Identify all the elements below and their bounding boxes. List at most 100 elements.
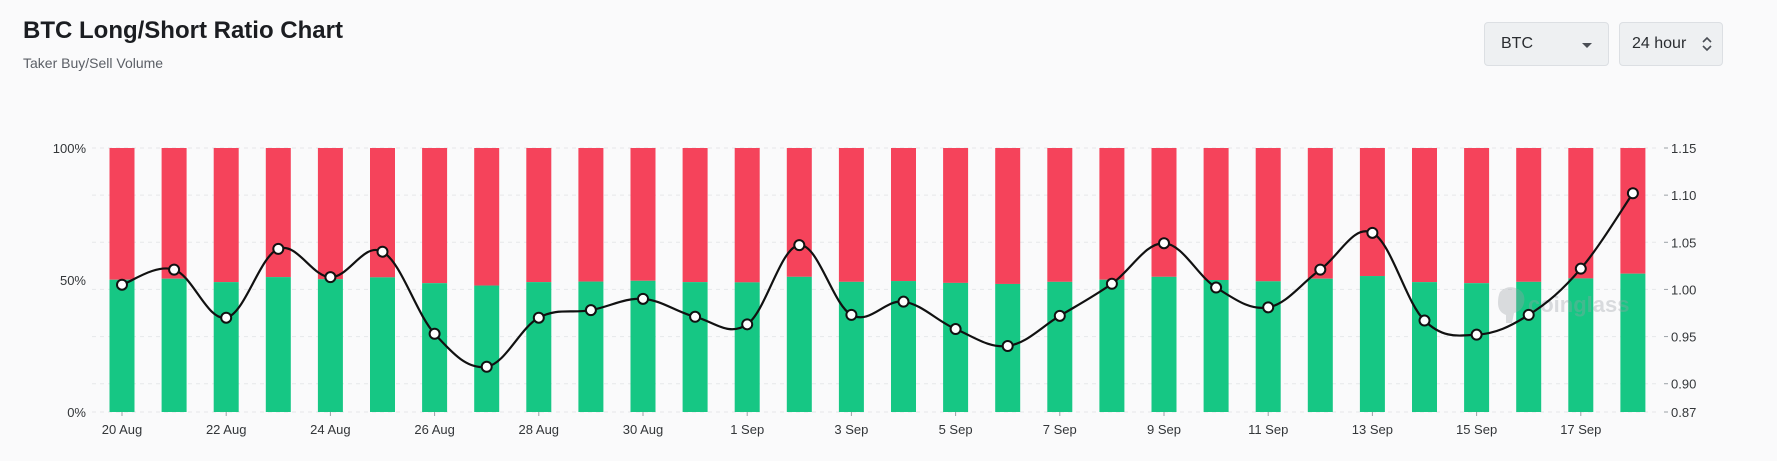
ratio-point-30-aug[interactable]	[637, 292, 649, 305]
short-bar-21-aug[interactable]	[161, 148, 187, 279]
short-bar-18-sep[interactable]	[1620, 148, 1646, 274]
short-bar-20-aug[interactable]	[109, 148, 135, 280]
short-bar-22-aug[interactable]	[213, 148, 239, 283]
short-bar-30-aug[interactable]	[630, 148, 656, 281]
long-bar-1-sep[interactable]	[734, 282, 760, 412]
short-bar-14-sep[interactable]	[1412, 148, 1437, 283]
short-bar-6-sep[interactable]	[995, 148, 1021, 284]
short-bar-7-sep[interactable]	[1047, 148, 1073, 282]
long-bar-27-aug[interactable]	[474, 285, 500, 412]
coinglass-logo-icon	[1498, 287, 1525, 323]
short-bar-10-sep[interactable]	[1203, 148, 1229, 280]
ratio-point-7-sep[interactable]	[1053, 309, 1066, 322]
ratio-point-9-sep[interactable]	[1158, 237, 1170, 250]
long-bar-18-sep[interactable]	[1620, 273, 1646, 412]
x-axis-tick: 15 Sep	[1456, 422, 1497, 437]
long-bar-28-aug[interactable]	[526, 282, 552, 412]
ratio-point-25-aug[interactable]	[376, 245, 389, 258]
short-bar-9-sep[interactable]	[1151, 148, 1177, 277]
long-bar-15-sep[interactable]	[1464, 283, 1490, 412]
x-axis-tick: 22 Aug	[206, 422, 247, 437]
ratio-point-8-sep[interactable]	[1105, 277, 1118, 290]
x-axis-tick: 5 Sep	[939, 422, 973, 437]
long-bar-25-aug[interactable]	[370, 277, 395, 412]
long-bar-12-sep[interactable]	[1307, 278, 1333, 412]
long-bar-2-sep[interactable]	[786, 276, 812, 412]
long-bar-23-aug[interactable]	[265, 277, 291, 412]
short-bar-3-sep[interactable]	[838, 148, 864, 282]
ratio-point-29-aug[interactable]	[584, 304, 597, 317]
ratio-point-6-sep[interactable]	[1001, 340, 1014, 352]
right-axis-tick: 1.00	[1671, 282, 1696, 297]
long-bar-31-aug[interactable]	[682, 282, 708, 412]
ratio-point-20-aug[interactable]	[116, 278, 128, 291]
ratio-point-26-aug[interactable]	[428, 327, 441, 340]
x-axis-tick: 1 Sep	[730, 422, 764, 437]
short-bar-31-aug[interactable]	[682, 148, 708, 283]
short-bar-23-aug[interactable]	[265, 148, 291, 278]
ratio-point-10-sep[interactable]	[1210, 281, 1223, 294]
long-bar-5-sep[interactable]	[943, 282, 969, 412]
long-bar-21-aug[interactable]	[161, 278, 187, 412]
short-bar-27-aug[interactable]	[474, 148, 500, 286]
short-bar-8-sep[interactable]	[1099, 148, 1125, 280]
long-bar-20-aug[interactable]	[109, 279, 135, 412]
long-bar-9-sep[interactable]	[1151, 276, 1177, 412]
x-axis-tick: 17 Sep	[1560, 422, 1601, 437]
short-bar-2-sep[interactable]	[786, 148, 812, 277]
left-axis-tick: 50%	[60, 273, 86, 288]
ratio-point-11-sep[interactable]	[1262, 301, 1275, 314]
ratio-point-1-sep[interactable]	[741, 318, 754, 331]
right-axis-tick: 0.87	[1671, 405, 1696, 420]
long-bar-10-sep[interactable]	[1203, 280, 1229, 412]
ratio-point-31-aug[interactable]	[689, 310, 702, 323]
interval-select[interactable]: 24 hour	[1619, 22, 1723, 66]
ratio-point-5-sep[interactable]	[949, 323, 962, 336]
short-bar-11-sep[interactable]	[1255, 148, 1281, 282]
short-bar-29-aug[interactable]	[578, 148, 604, 282]
long-bar-13-sep[interactable]	[1359, 276, 1385, 412]
long-bar-24-aug[interactable]	[317, 279, 343, 412]
short-bar-5-sep[interactable]	[943, 148, 969, 283]
short-bar-24-aug[interactable]	[317, 148, 343, 280]
short-bar-1-sep[interactable]	[734, 148, 760, 283]
ratio-line	[121, 192, 1634, 369]
long-bar-14-sep[interactable]	[1412, 282, 1437, 412]
ratio-point-15-sep[interactable]	[1470, 328, 1483, 341]
short-bar-13-sep[interactable]	[1359, 148, 1385, 277]
symbol-select[interactable]: BTC	[1484, 22, 1609, 66]
ratio-point-12-sep[interactable]	[1314, 263, 1327, 276]
ratio-point-27-aug[interactable]	[480, 360, 493, 373]
long-bar-29-aug[interactable]	[578, 281, 604, 412]
ratio-point-21-aug[interactable]	[168, 263, 181, 276]
ratio-point-18-sep[interactable]	[1626, 187, 1639, 200]
long-bar-8-sep[interactable]	[1099, 279, 1125, 412]
ratio-point-2-sep[interactable]	[793, 239, 806, 252]
ratio-point-24-aug[interactable]	[324, 271, 337, 284]
short-bar-12-sep[interactable]	[1307, 148, 1333, 279]
short-bar-4-sep[interactable]	[891, 148, 916, 282]
ratio-point-28-aug[interactable]	[532, 311, 545, 324]
long-bar-22-aug[interactable]	[213, 282, 239, 412]
long-bar-3-sep[interactable]	[838, 281, 864, 412]
long-bar-16-sep[interactable]	[1516, 281, 1542, 412]
right-axis-tick: 1.10	[1671, 188, 1696, 203]
ratio-point-3-sep[interactable]	[845, 308, 858, 321]
short-bar-28-aug[interactable]	[526, 148, 552, 283]
ratio-point-16-sep[interactable]	[1522, 308, 1535, 321]
ratio-point-4-sep[interactable]	[897, 295, 910, 308]
short-bar-15-sep[interactable]	[1464, 148, 1490, 284]
ratio-point-23-aug[interactable]	[272, 242, 285, 255]
short-bar-26-aug[interactable]	[422, 148, 448, 284]
ratio-point-13-sep[interactable]	[1366, 226, 1379, 239]
long-bar-11-sep[interactable]	[1255, 281, 1281, 412]
long-bar-26-aug[interactable]	[422, 283, 448, 412]
left-axis-tick: 0%	[67, 405, 86, 420]
ratio-point-14-sep[interactable]	[1418, 314, 1431, 327]
long-bar-7-sep[interactable]	[1047, 281, 1073, 412]
ratio-point-22-aug[interactable]	[220, 311, 233, 324]
ratio-point-17-sep[interactable]	[1574, 262, 1587, 275]
short-bar-16-sep[interactable]	[1516, 148, 1542, 282]
long-bar-17-sep[interactable]	[1568, 278, 1594, 412]
